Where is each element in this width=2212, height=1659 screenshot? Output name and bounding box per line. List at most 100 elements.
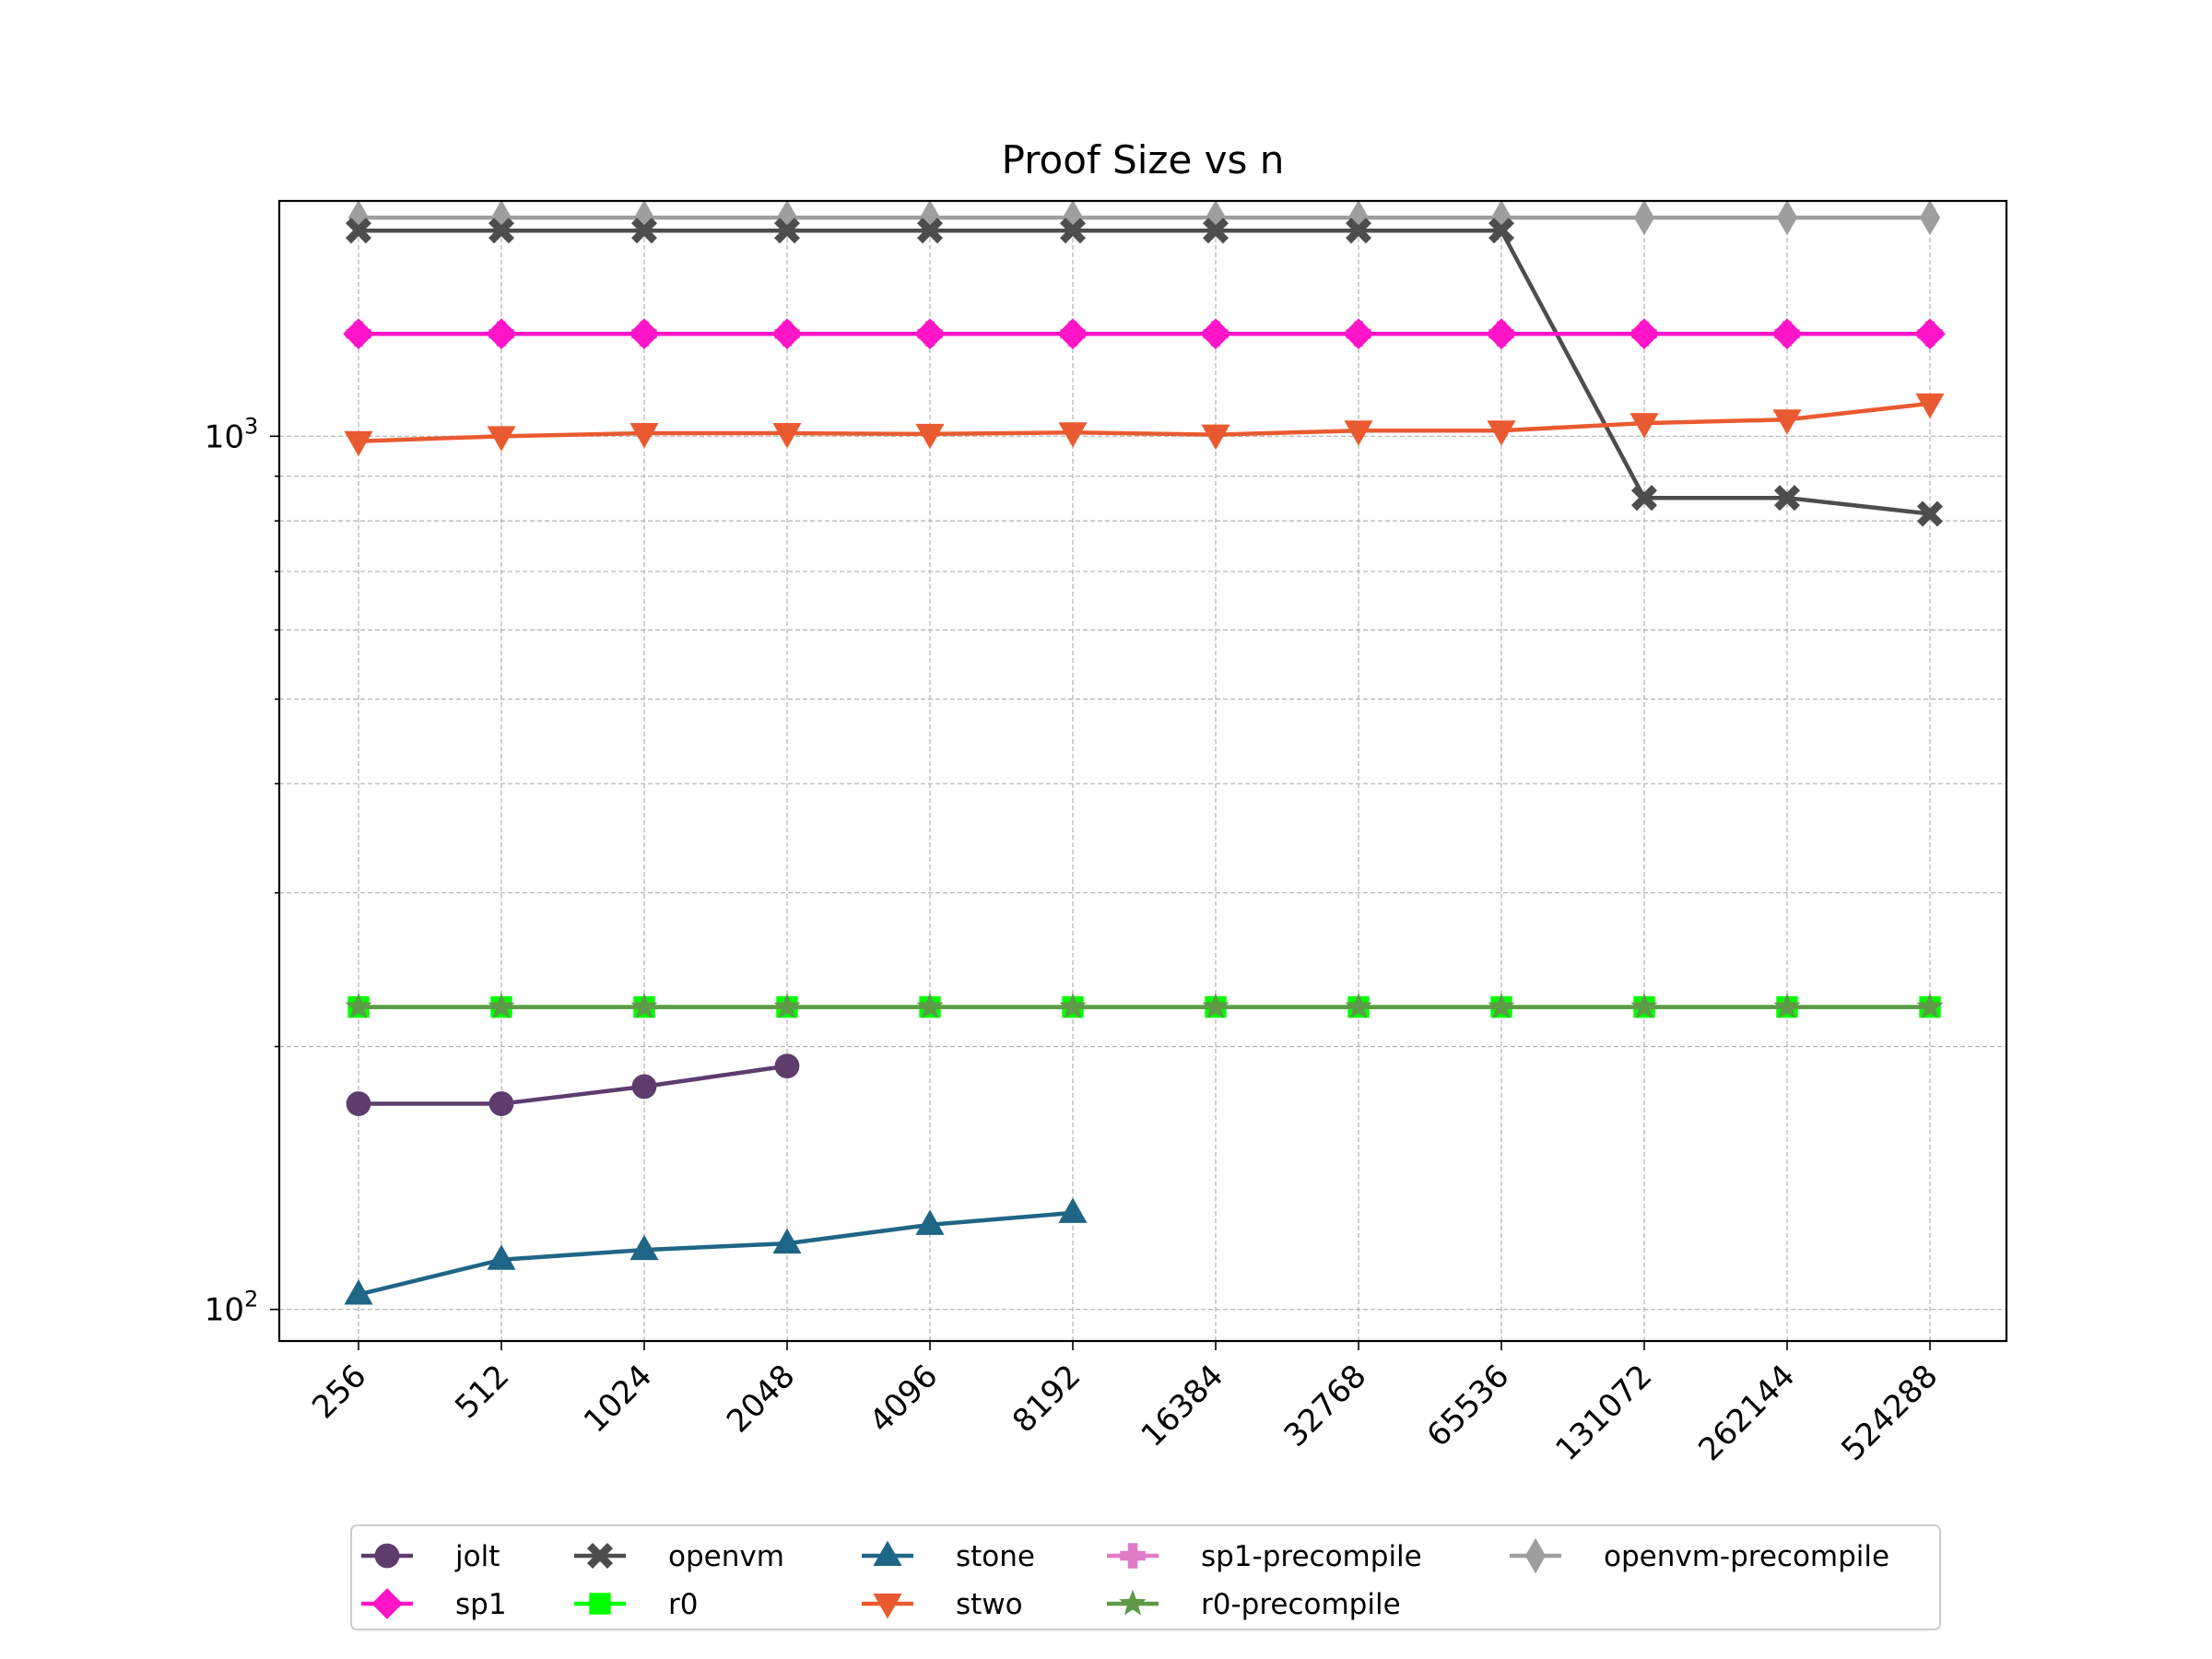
- data-point-r0-precompile: [1345, 993, 1372, 1019]
- series-stwo: [344, 393, 1945, 457]
- data-point-sp1: [1057, 318, 1088, 350]
- legend-entry-openvm-precompile: openvm-precompile: [1510, 1537, 1889, 1574]
- data-point-openvm: [488, 218, 515, 244]
- data-point-stwo: [487, 426, 516, 452]
- data-point-jolt: [346, 1091, 371, 1116]
- data-point-jolt: [774, 1053, 800, 1078]
- legend-entry-sp1: sp1: [361, 1588, 507, 1621]
- legend-label-openvm-precompile: openvm-precompile: [1604, 1540, 1889, 1573]
- data-point-stwo: [1630, 413, 1659, 439]
- data-point-openvm-precompile: [1633, 199, 1655, 236]
- legend-entry-openvm: openvm: [574, 1540, 784, 1573]
- data-point-stwo: [1344, 420, 1373, 446]
- plot-frame: [277, 199, 2008, 1343]
- legend-label-sp1: sp1: [455, 1588, 507, 1621]
- data-point-sp1: [1486, 318, 1517, 350]
- legend-label-stone: stone: [956, 1540, 1035, 1573]
- data-point-sp1: [1343, 318, 1374, 350]
- data-point-r0-precompile: [1488, 993, 1515, 1019]
- series-jolt: [346, 1053, 800, 1116]
- data-point-jolt: [488, 1091, 514, 1116]
- data-point-stone: [772, 1228, 802, 1254]
- legend-marker-sp1: [371, 1588, 403, 1619]
- data-point-sp1: [1771, 318, 1803, 350]
- data-point-stwo: [1772, 409, 1802, 435]
- data-point-openvm: [1059, 218, 1087, 244]
- data-point-sp1: [771, 318, 803, 350]
- data-point-stone: [487, 1244, 516, 1270]
- y-tick-label: 102: [205, 1287, 259, 1329]
- data-point-openvm: [1773, 485, 1801, 512]
- data-point-r0-precompile: [1630, 993, 1658, 1019]
- legend-label-jolt: jolt: [454, 1540, 500, 1573]
- legend-entry-r0: r0: [574, 1588, 698, 1621]
- series-line-stwo: [358, 401, 1931, 443]
- data-point-openvm: [630, 218, 658, 244]
- data-point-openvm-precompile: [1776, 199, 1798, 236]
- data-point-r0-precompile: [345, 993, 372, 1019]
- legend-marker-jolt: [374, 1543, 400, 1569]
- series-line-stone: [358, 1210, 1074, 1297]
- data-point-stwo: [629, 423, 659, 449]
- data-point-stone: [344, 1279, 373, 1305]
- data-point-openvm: [916, 218, 944, 244]
- legend-label-stwo: stwo: [956, 1588, 1023, 1621]
- series-stone: [344, 1197, 1088, 1305]
- legend-marker-openvm: [586, 1542, 614, 1570]
- data-point-stwo: [915, 423, 945, 450]
- series-line-jolt: [359, 1064, 788, 1106]
- data-point-r0-precompile: [1202, 993, 1230, 1019]
- data-point-r0-precompile: [1059, 993, 1087, 1019]
- data-point-stwo: [772, 423, 802, 449]
- data-point-stone: [629, 1234, 659, 1261]
- plot-series: [343, 199, 1946, 1305]
- data-point-openvm: [1916, 500, 1944, 527]
- legend-label-r0: r0: [668, 1588, 698, 1621]
- legend-label-openvm: openvm: [668, 1540, 784, 1573]
- data-point-sp1: [486, 318, 517, 350]
- data-point-r0-precompile: [1916, 993, 1944, 1019]
- data-point-r0-precompile: [1773, 993, 1801, 1019]
- data-point-stwo: [1487, 420, 1516, 446]
- legend-marker-r0-precompile: [1119, 1589, 1147, 1616]
- data-point-stwo: [344, 430, 373, 457]
- legend-label-sp1-precompile: sp1-precompile: [1201, 1540, 1422, 1573]
- data-point-sp1: [343, 318, 374, 350]
- data-point-stwo: [1915, 393, 1945, 419]
- legend-label-r0-precompile: r0-precompile: [1201, 1588, 1401, 1621]
- data-point-openvm: [773, 218, 801, 244]
- data-point-sp1: [1200, 318, 1231, 350]
- data-point-r0-precompile: [488, 993, 515, 1019]
- series-r0-precompile: [345, 993, 1944, 1019]
- chart-title: Proof Size vs n: [1002, 137, 1285, 182]
- data-point-stwo: [1058, 422, 1088, 448]
- legend-entry-jolt: jolt: [361, 1540, 500, 1573]
- series-line-openvm: [359, 228, 1931, 516]
- data-point-openvm: [345, 218, 372, 244]
- data-point-r0-precompile: [630, 993, 658, 1019]
- data-point-jolt: [631, 1074, 657, 1100]
- data-point-openvm: [1345, 218, 1372, 244]
- legend-marker-openvm-precompile: [1524, 1537, 1547, 1574]
- legend-entry-r0-precompile: r0-precompile: [1107, 1588, 1401, 1621]
- data-point-sp1: [629, 318, 660, 350]
- data-point-sp1: [1914, 318, 1946, 350]
- data-point-stone: [1058, 1197, 1088, 1223]
- data-point-stone: [915, 1209, 945, 1235]
- legend-marker-r0: [589, 1593, 611, 1615]
- data-point-openvm: [1630, 485, 1658, 512]
- data-point-sp1: [914, 318, 946, 350]
- legend: jolt sp1 openvm r0 stone stwo sp1-precompile r0…: [350, 1524, 1941, 1630]
- legend-entry-sp1-precompile: sp1-precompile: [1107, 1540, 1422, 1573]
- data-point-openvm: [1202, 218, 1230, 244]
- data-point-r0-precompile: [773, 993, 801, 1019]
- legend-marker-sp1-precompile: [1120, 1543, 1146, 1569]
- data-point-r0-precompile: [916, 993, 944, 1019]
- legend-entry-stwo: stwo: [862, 1588, 1023, 1621]
- grid: [279, 201, 2006, 1341]
- data-point-openvm-precompile: [1919, 199, 1941, 236]
- data-point-stwo: [1201, 424, 1230, 451]
- y-tick-label: 103: [205, 413, 259, 455]
